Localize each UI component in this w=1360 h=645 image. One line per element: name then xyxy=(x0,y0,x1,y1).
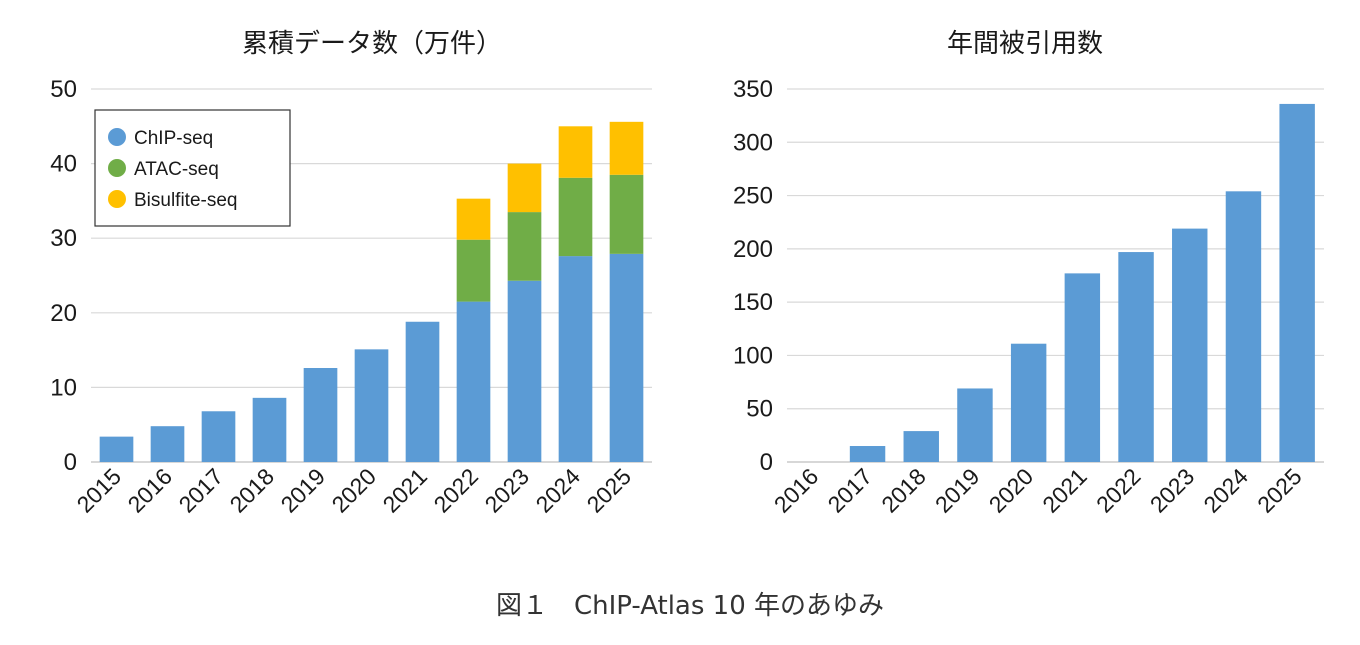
chart1-bar-2024-chip-seq xyxy=(558,256,593,462)
chart1-bar-2020-chip-seq xyxy=(354,349,389,462)
chart1-y-tick-label: 30 xyxy=(50,225,77,252)
chart1-bar-2022-chip-seq xyxy=(456,301,491,462)
chart1-title: 累積データ数（万件） xyxy=(242,29,502,59)
chart2-bar-2018 xyxy=(903,431,939,462)
chart2-bar-2022 xyxy=(1118,252,1154,462)
chart1-y-tick-label: 20 xyxy=(50,300,77,327)
chart2-bar-2020 xyxy=(1010,343,1047,462)
chart1-x-tick-label: 2025 xyxy=(581,463,636,518)
legend-box xyxy=(94,109,291,227)
chart1-bar-2024-atac-seq xyxy=(558,177,593,257)
chart1-x-tick-label: 2018 xyxy=(224,463,279,518)
chart1-x-tick-label: 2024 xyxy=(530,463,585,518)
chart1-x-tick-label: 2016 xyxy=(122,463,177,518)
chart1-bar-2023-chip-seq xyxy=(507,280,542,462)
chart1-y-tick-label: 0 xyxy=(64,449,77,476)
chart1-x-tick-label: 2019 xyxy=(275,463,330,518)
chart2-bar-2025 xyxy=(1279,103,1315,463)
chart1-bar-2022-bisulfite-seq xyxy=(456,198,491,240)
chart1-bar-2025-chip-seq xyxy=(609,253,644,462)
chart1-y-tick-label: 40 xyxy=(50,151,77,178)
chart1-x-tick-label: 2015 xyxy=(71,463,126,518)
legend-label-chip-seq: ChIP-seq xyxy=(134,128,213,149)
chart1-bar-2022-atac-seq xyxy=(456,239,491,302)
chart2-bar-2024 xyxy=(1225,191,1262,462)
chart2-y-tick-label: 250 xyxy=(733,183,773,210)
chart1-x-tick-label: 2021 xyxy=(377,463,432,518)
chart2-bar-2023 xyxy=(1172,228,1208,462)
legend-label-atac-seq: ATAC-seq xyxy=(134,159,219,180)
chart2-x-tick-label: 2021 xyxy=(1037,463,1092,518)
chart1-bar-2023-atac-seq xyxy=(507,212,542,281)
chart2-x-tick-label: 2016 xyxy=(769,463,824,518)
chart1-bar-2016-chip-seq xyxy=(150,426,185,462)
chart2-y-tick-label: 200 xyxy=(733,236,773,263)
chart1-bar-2025-atac-seq xyxy=(609,174,644,254)
chart2-y-tick-label: 0 xyxy=(760,449,773,476)
chart2-y-tick-label: 100 xyxy=(733,342,773,369)
legend-swatch-chip-seq xyxy=(108,128,126,146)
chart1-x-tick-label: 2017 xyxy=(173,463,228,518)
chart2-bar-2021 xyxy=(1064,273,1101,462)
legend-swatch-atac-seq xyxy=(108,159,126,177)
chart1-legend: ChIP-seq ATAC-seq Bisulfite-seq xyxy=(94,109,291,227)
chart2-y-tick-label: 150 xyxy=(733,289,773,316)
legend-swatch-bisulfite-seq xyxy=(108,190,126,208)
chart1-bar-2024-bisulfite-seq xyxy=(558,126,593,178)
chart2-x-tick-label: 2020 xyxy=(984,463,1039,518)
chart1-bar-2018-chip-seq xyxy=(252,397,287,462)
chart1-bar-2023-bisulfite-seq xyxy=(507,163,542,213)
chart1-y-tick-label: 50 xyxy=(50,76,77,103)
chart1-bar-2017-chip-seq xyxy=(201,411,236,462)
legend-label-bisulfite-seq: Bisulfite-seq xyxy=(134,190,238,211)
chart2-x-tick-label: 2019 xyxy=(930,463,985,518)
chart1-x-tick-label: 2022 xyxy=(428,463,483,518)
chart1-bar-2015-chip-seq xyxy=(99,436,134,462)
figure-caption: 図１ ChIP-Atlas 10 年のあゆみ xyxy=(496,591,884,621)
chart1-bar-2025-bisulfite-seq xyxy=(609,121,644,175)
chart1-y-tick-label: 10 xyxy=(50,374,77,401)
chart2-x-tick-label: 2018 xyxy=(876,463,931,518)
chart2-y-tick-label: 300 xyxy=(733,129,773,156)
chart2-x-tick-label: 2022 xyxy=(1091,463,1146,518)
chart2-bar-2019 xyxy=(957,388,993,462)
chart2-x-tick-label: 2017 xyxy=(823,463,878,518)
chart2-x-tick-label: 2024 xyxy=(1198,463,1253,518)
chart1-bar-2021-chip-seq xyxy=(405,321,440,462)
chart2-title: 年間被引用数 xyxy=(947,29,1103,59)
chart2-y-tick-label: 50 xyxy=(746,396,773,423)
chart2-x-tick-label: 2023 xyxy=(1145,463,1200,518)
chart1-x-tick-label: 2023 xyxy=(479,463,534,518)
chart2-y-tick-label: 350 xyxy=(733,76,773,103)
chart2-bar-2017 xyxy=(849,446,886,462)
chart2-x-tick-label: 2025 xyxy=(1252,463,1307,518)
chart1-bar-2019-chip-seq xyxy=(303,368,338,462)
chart1-x-tick-label: 2020 xyxy=(326,463,381,518)
